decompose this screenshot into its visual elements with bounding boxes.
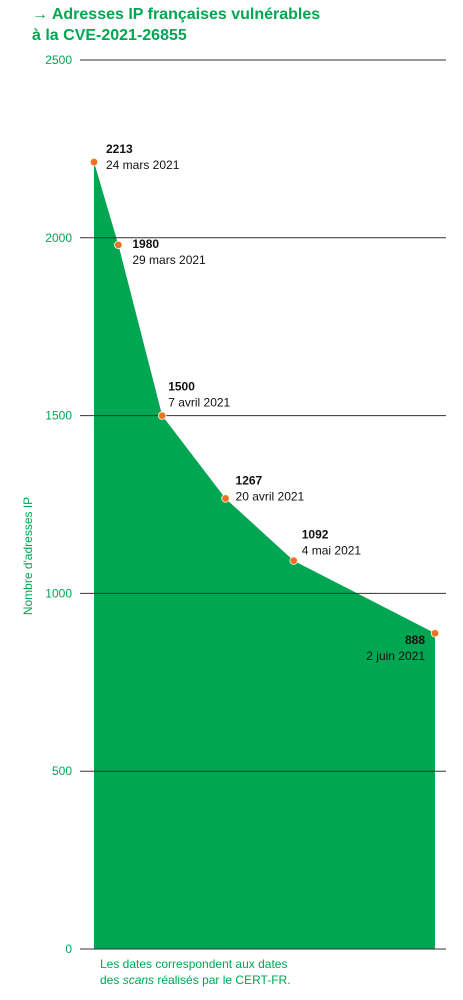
chart-title: → Adresses IP françaises vulnérables à l…: [32, 4, 320, 46]
data-label-value-3: 1267: [236, 473, 263, 487]
data-label-date-3: 20 avril 2021: [236, 489, 305, 503]
area-series: [94, 162, 435, 950]
footnote: Les dates correspondent aux dates des sc…: [100, 956, 440, 988]
y-tick-label-2000: 2000: [45, 231, 72, 245]
data-point-2: [157, 411, 167, 420]
footnote-prefix: des: [100, 973, 123, 987]
y-tick-label-500: 500: [52, 764, 72, 778]
data-label-value-5: 888: [405, 633, 425, 647]
footnote-emphasis: scans: [122, 973, 155, 987]
y-tick-label-0: 0: [65, 942, 72, 956]
data-label-date-0: 24 mars 2021: [106, 158, 180, 172]
data-label-value-0: 2213: [106, 142, 133, 156]
data-label-value-4: 1092: [302, 528, 329, 542]
y-tick-label-1000: 1000: [45, 586, 72, 600]
data-point-4: [289, 556, 298, 565]
data-point-1: [114, 240, 123, 250]
data-label-value-2: 1500: [168, 380, 195, 394]
y-axis-label: Nombre d'adresses IP: [21, 496, 35, 616]
data-point-3: [221, 494, 230, 503]
y-tick-label-1500: 1500: [45, 409, 72, 423]
data-label-date-1: 29 mars 2021: [132, 253, 206, 267]
data-point-0: [89, 157, 99, 167]
y-tick-label-2500: 2500: [45, 53, 72, 67]
data-point-5: [430, 629, 440, 638]
data-label-date-5: 2 juin 2021: [366, 649, 425, 663]
footnote-line-1: Les dates correspondent aux dates: [100, 957, 288, 971]
data-label-value-1: 1980: [132, 237, 159, 251]
footnote-line-2: des scans réalisés par le CERT-FR.: [100, 972, 440, 988]
data-label-date-4: 4 mai 2021: [302, 544, 362, 558]
chart-title-line-1: → Adresses IP françaises vulnérables: [32, 6, 321, 23]
chart-title-line-2: à la CVE-2021-26855: [32, 27, 187, 44]
data-label-date-2: 7 avril 2021: [168, 396, 230, 410]
footnote-suffix: réalisés par le CERT-FR.: [154, 973, 291, 987]
